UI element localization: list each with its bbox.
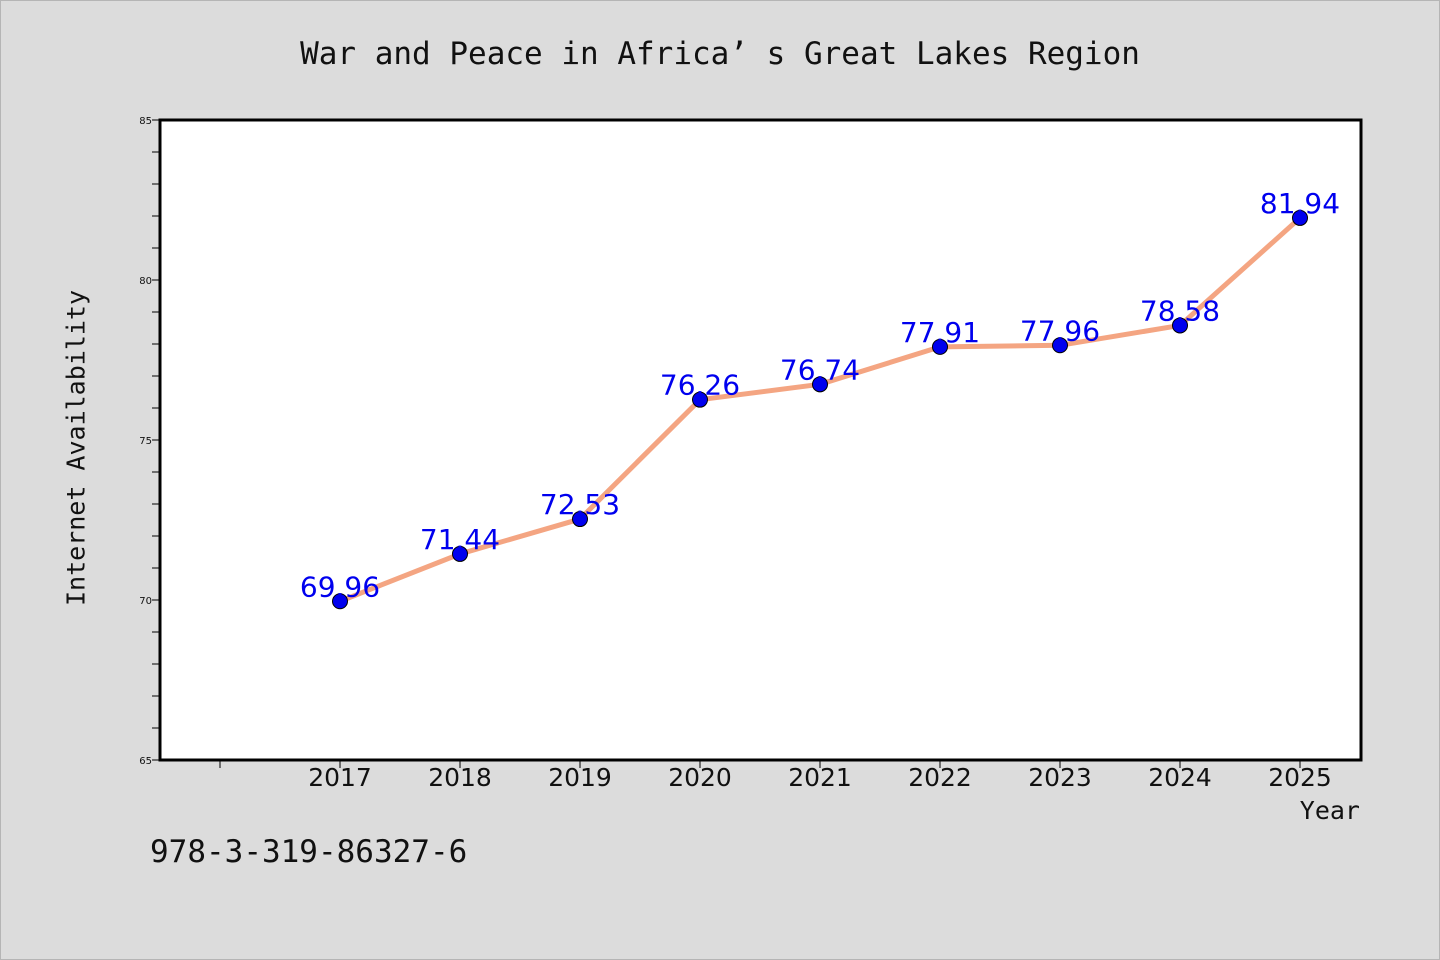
data-point — [572, 511, 588, 528]
y-tick-label: 70 — [139, 596, 152, 607]
x-tick-label: 2020 — [668, 763, 732, 792]
x-tick-label: 2018 — [428, 763, 492, 792]
data-point — [812, 376, 828, 393]
x-axis-label: Year — [1299, 796, 1360, 825]
y-axis-ticks: 65 70 75 80 85 — [139, 116, 160, 767]
y-tick-label: 65 — [139, 756, 152, 767]
x-tick-label: 2023 — [1028, 763, 1092, 792]
y-tick-label: 85 — [139, 116, 152, 127]
x-tick-label: 2024 — [1148, 763, 1212, 792]
data-label: 69.96 — [300, 570, 380, 603]
data-label: 78.58 — [1140, 294, 1220, 327]
data-label: 76.26 — [660, 369, 740, 402]
data-label: 71.44 — [420, 523, 500, 556]
data-label: 81.94 — [1260, 187, 1340, 220]
series-layer: 69.96 71.44 72.53 76.26 76.74 77.91 77.96 78.58… — [300, 187, 1340, 610]
data-point — [452, 545, 468, 562]
data-point — [1172, 317, 1188, 334]
x-tick-label: 2022 — [908, 763, 972, 792]
x-axis-ticks: 2017 2018 2019 2020 2021 2022 2023 2024 2025 — [219, 760, 1332, 792]
x-tick-label: 2025 — [1268, 763, 1332, 792]
data-label: 76.74 — [780, 353, 860, 386]
y-tick-label: 80 — [139, 276, 152, 287]
data-label: 77.91 — [900, 316, 980, 349]
isbn-label: 978-3-319-86327-6 — [150, 834, 468, 870]
data-point — [1052, 337, 1068, 354]
x-tick-label: 2019 — [548, 763, 612, 792]
x-tick-label: 2021 — [788, 763, 852, 792]
data-point — [332, 593, 348, 610]
y-tick-label: 75 — [139, 436, 152, 447]
plot-area — [158, 118, 1363, 762]
x-tick-label: 2017 — [308, 763, 372, 792]
data-point — [692, 391, 708, 408]
chart-title: War and Peace in Africa’ s Great Lakes R… — [300, 36, 1140, 72]
data-point — [1292, 209, 1308, 226]
data-label: 72.53 — [540, 488, 620, 521]
data-point — [932, 338, 948, 355]
data-label: 77.96 — [1020, 314, 1100, 347]
